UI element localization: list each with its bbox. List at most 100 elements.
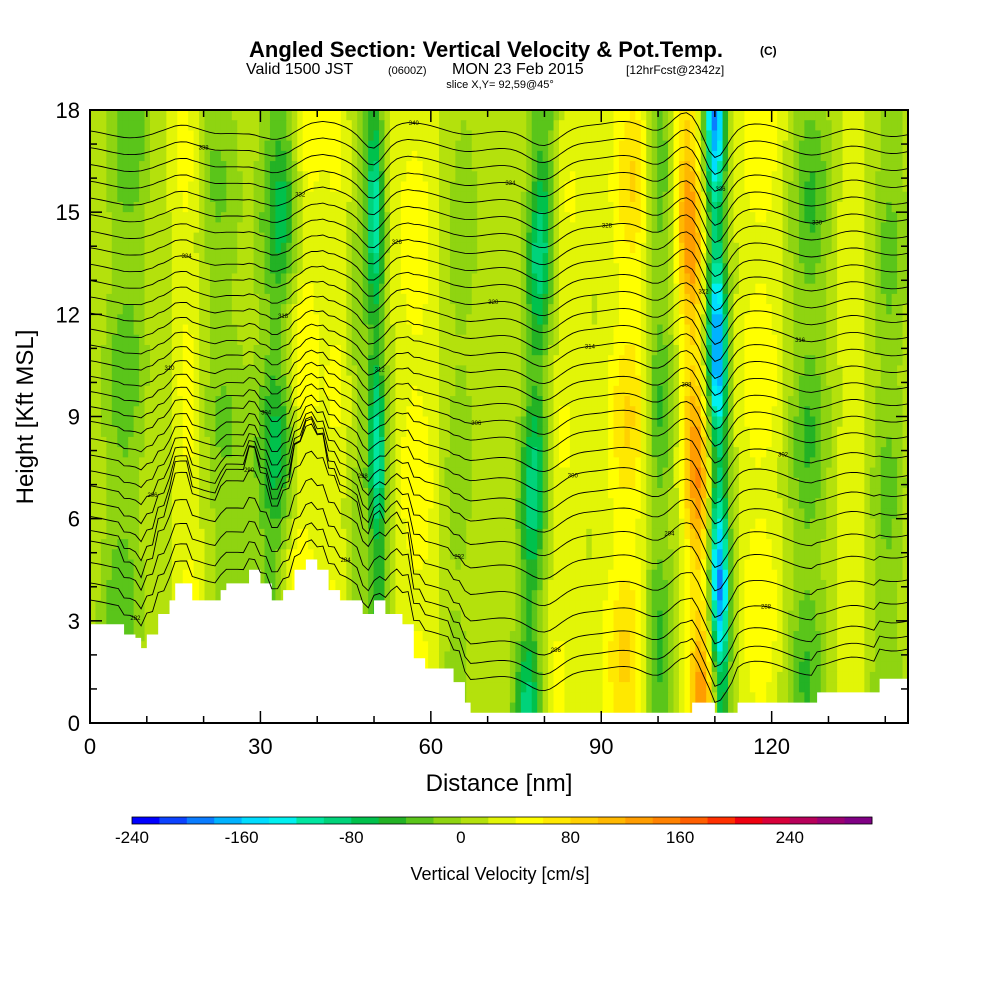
velocity-cell [793, 324, 800, 336]
velocity-cell [471, 161, 478, 172]
velocity-cell [875, 314, 882, 326]
velocity-cell [209, 263, 217, 275]
velocity-cell [640, 396, 647, 407]
velocity-cell [858, 110, 865, 121]
velocity-cell [711, 253, 718, 264]
velocity-cell [733, 181, 740, 193]
velocity-cell [548, 212, 555, 223]
velocity-cell [902, 426, 908, 438]
velocity-cell [264, 212, 271, 223]
velocity-cell [144, 406, 151, 418]
velocity-cell [395, 283, 402, 295]
velocity-cell [542, 140, 549, 152]
velocity-cell [471, 355, 478, 367]
velocity-cell [504, 263, 511, 275]
velocity-cell [602, 140, 609, 152]
velocity-cell [542, 120, 549, 132]
velocity-cell [629, 365, 636, 377]
velocity-cell [444, 375, 451, 387]
velocity-cell [199, 150, 206, 162]
velocity-cell [564, 416, 571, 428]
velocity-cell [711, 436, 718, 448]
velocity-cell [673, 263, 680, 275]
velocity-cell [302, 355, 309, 367]
velocity-cell [755, 334, 762, 346]
velocity-cell [259, 253, 266, 264]
velocity-cell [662, 161, 669, 172]
velocity-cell [668, 385, 675, 397]
velocity-cell [357, 406, 364, 418]
velocity-cell [466, 283, 473, 295]
velocity-cell [782, 385, 789, 397]
velocity-cell [177, 140, 184, 152]
velocity-cell [575, 201, 582, 213]
velocity-cell [738, 161, 745, 172]
velocity-cell [220, 334, 227, 346]
velocity-cell [537, 344, 544, 356]
velocity-cell [275, 201, 282, 213]
velocity-cell [531, 253, 538, 264]
velocity-cell [471, 201, 478, 213]
velocity-cell [515, 263, 522, 275]
velocity-cell [417, 140, 424, 152]
velocity-cell [700, 232, 707, 244]
velocity-cell [259, 324, 266, 336]
velocity-cell [215, 130, 222, 142]
velocity-cell [395, 406, 402, 418]
velocity-cell [128, 385, 135, 397]
velocity-cell [635, 232, 642, 244]
velocity-cell [788, 334, 795, 346]
velocity-cell [575, 110, 582, 121]
velocity-cell [673, 130, 680, 142]
velocity-cell [106, 191, 113, 203]
velocity-cell [111, 161, 118, 172]
velocity-cell [804, 355, 811, 367]
velocity-cell [728, 416, 735, 428]
velocity-cell [248, 222, 255, 234]
velocity-cell [275, 304, 282, 315]
velocity-cell [717, 130, 724, 142]
velocity-cell [569, 171, 576, 183]
velocity-cell [848, 181, 855, 193]
velocity-cell [379, 426, 386, 438]
velocity-cell [706, 385, 713, 397]
velocity-cell [689, 385, 696, 397]
velocity-cell [455, 426, 462, 438]
velocity-cell [668, 140, 675, 152]
velocity-cell [537, 334, 544, 346]
velocity-cell [264, 150, 271, 162]
velocity-cell [738, 283, 745, 295]
velocity-cell [199, 181, 206, 193]
velocity-cell [586, 201, 593, 213]
velocity-cell [237, 110, 244, 121]
velocity-cell [329, 304, 336, 315]
velocity-cell [733, 242, 740, 254]
velocity-cell [313, 242, 320, 254]
velocity-cell [728, 242, 735, 254]
velocity-cell [608, 263, 615, 275]
velocity-cell [90, 426, 97, 438]
velocity-cell [155, 110, 162, 121]
velocity-cell [357, 365, 364, 377]
velocity-cell [848, 293, 855, 305]
velocity-cell [586, 253, 593, 264]
velocity-cell [128, 263, 135, 275]
velocity-cell [357, 171, 364, 183]
velocity-cell [313, 212, 320, 223]
velocity-cell [166, 191, 173, 203]
velocity-cell [515, 140, 522, 152]
velocity-cell [308, 222, 315, 234]
velocity-cell [504, 385, 511, 397]
velocity-cell [488, 314, 495, 326]
velocity-cell [858, 314, 865, 326]
velocity-cell [826, 324, 833, 336]
velocity-cell [662, 212, 669, 223]
velocity-cell [657, 253, 664, 264]
velocity-cell [586, 191, 593, 203]
velocity-cell [329, 293, 336, 305]
velocity-cell [302, 181, 309, 193]
velocity-cell [242, 355, 249, 367]
velocity-cell [291, 161, 298, 172]
velocity-cell [335, 324, 342, 336]
velocity-cell [738, 273, 745, 285]
